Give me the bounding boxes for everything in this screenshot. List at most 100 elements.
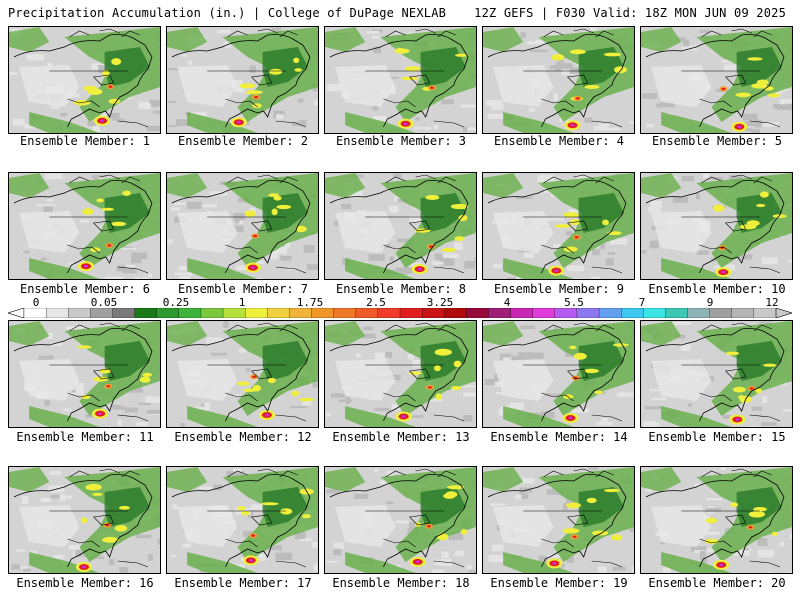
ensemble-member-map-1 <box>8 26 161 134</box>
map-svg <box>641 321 792 427</box>
ensemble-member-map-6 <box>8 172 161 280</box>
map-svg <box>483 321 634 427</box>
colorbar-swatch <box>598 308 622 318</box>
colorbar-swatch <box>267 308 290 318</box>
colorbar-tick-label: 0.05 <box>90 296 118 309</box>
ensemble-member-label: Ensemble Member: 10 <box>648 282 786 296</box>
colorbar-tick-label: 4 <box>503 296 511 309</box>
colorbar-tick-label: 7 <box>638 296 646 309</box>
colorbar-tick-label: 12 <box>765 296 779 309</box>
ensemble-member-map-10 <box>640 172 793 280</box>
map-svg <box>9 173 160 279</box>
colorbar-swatch <box>421 308 445 318</box>
ensemble-member-label: Ensemble Member: 19 <box>490 576 628 590</box>
map-svg <box>167 467 318 573</box>
colorbar-swatch <box>488 308 512 318</box>
map-svg <box>9 27 160 133</box>
colorbar-swatch <box>731 308 755 318</box>
colorbar-swatch <box>576 308 600 318</box>
colorbar-swatch <box>510 308 534 318</box>
colorbar-swatch <box>178 308 202 318</box>
ensemble-member-map-17 <box>166 466 319 574</box>
colorbar-swatch <box>23 308 47 318</box>
ensemble-member-label: Ensemble Member: 13 <box>332 430 470 444</box>
ensemble-member-map-5 <box>640 26 793 134</box>
colorbar-tick-label: 3.25 <box>426 296 454 309</box>
colorbar-min-arrow <box>8 308 25 318</box>
ensemble-member-map-12 <box>166 320 319 428</box>
map-svg <box>641 467 792 573</box>
ensemble-member-map-3 <box>324 26 477 134</box>
colorbar-swatch <box>333 308 357 318</box>
map-svg <box>325 321 476 427</box>
ensemble-member-label: Ensemble Member: 12 <box>174 430 312 444</box>
colorbar-swatch <box>709 308 733 318</box>
colorbar-swatch <box>687 308 711 318</box>
map-svg <box>325 173 476 279</box>
ensemble-member-label: Ensemble Member: 14 <box>490 430 628 444</box>
ensemble-member-label: Ensemble Member: 1 <box>19 134 151 148</box>
ensemble-member-label: Ensemble Member: 16 <box>16 576 154 590</box>
colorbar-swatch <box>222 308 246 318</box>
colorbar-swatch <box>311 308 335 318</box>
colorbar-tick-label: 0 <box>32 296 40 309</box>
run-info: 12Z GEFS | F030 Valid: 18Z MON JUN 09 20… <box>474 6 786 20</box>
ensemble-member-label: Ensemble Member: 15 <box>648 430 786 444</box>
colorbar-tick-label: 2.5 <box>366 296 386 309</box>
colorbar-swatch <box>466 308 489 318</box>
colorbar-swatch <box>289 308 312 318</box>
ensemble-member-map-7 <box>166 172 319 280</box>
colorbar-swatch <box>621 308 644 318</box>
ensemble-member-label: Ensemble Member: 11 <box>16 430 154 444</box>
colorbar-swatch <box>90 308 113 318</box>
ensemble-member-label: Ensemble Member: 18 <box>332 576 470 590</box>
colorbar-swatch <box>68 308 91 318</box>
ensemble-member-map-11 <box>8 320 161 428</box>
colorbar-swatch <box>554 308 578 318</box>
colorbar-swatch <box>753 308 777 318</box>
map-svg <box>325 467 476 573</box>
ensemble-member-label: Ensemble Member: 7 <box>177 282 309 296</box>
map-svg <box>9 321 160 427</box>
ensemble-member-label: Ensemble Member: 20 <box>648 576 786 590</box>
ensemble-member-label: Ensemble Member: 5 <box>651 134 783 148</box>
colorbar-tick-label: 0.25 <box>162 296 190 309</box>
colorbar-swatch <box>399 308 423 318</box>
colorbar-swatch <box>665 308 688 318</box>
colorbar-swatch <box>200 308 224 318</box>
page-title: Precipitation Accumulation (in.) | Colle… <box>8 6 447 20</box>
ensemble-member-label: Ensemble Member: 4 <box>493 134 625 148</box>
ensemble-member-label: Ensemble Member: 9 <box>493 282 625 296</box>
ensemble-member-map-15 <box>640 320 793 428</box>
map-svg <box>167 173 318 279</box>
map-svg <box>167 27 318 133</box>
ensemble-member-map-9 <box>482 172 635 280</box>
colorbar-swatch <box>45 308 69 318</box>
colorbar-swatch <box>377 308 401 318</box>
map-svg <box>641 173 792 279</box>
ensemble-member-map-19 <box>482 466 635 574</box>
map-svg <box>483 467 634 573</box>
colorbar-tick-label: 1 <box>238 296 246 309</box>
ensemble-member-map-13 <box>324 320 477 428</box>
colorbar-swatch <box>643 308 666 318</box>
map-svg <box>167 321 318 427</box>
colorbar-swatch <box>532 308 556 318</box>
ensemble-member-label: Ensemble Member: 8 <box>335 282 467 296</box>
colorbar-tick-label: 1.75 <box>296 296 324 309</box>
colorbar-swatch <box>112 308 136 318</box>
ensemble-member-map-2 <box>166 26 319 134</box>
ensemble-member-map-4 <box>482 26 635 134</box>
ensemble-member-label: Ensemble Member: 2 <box>177 134 309 148</box>
colorbar-tick-label: 9 <box>706 296 714 309</box>
colorbar-swatch <box>355 308 379 318</box>
map-svg <box>9 467 160 573</box>
ensemble-member-label: Ensemble Member: 17 <box>174 576 312 590</box>
ensemble-member-label: Ensemble Member: 6 <box>19 282 151 296</box>
precipitation-colorbar: 0 0.05 0.25 1 1.75 2.5 3.25 4 5.5 7 9 12 <box>8 296 792 320</box>
ensemble-member-map-8 <box>324 172 477 280</box>
colorbar-swatch <box>134 308 158 318</box>
colorbar-strip <box>8 308 792 318</box>
colorbar-tick-label: 5.5 <box>564 296 584 309</box>
ensemble-member-label: Ensemble Member: 3 <box>335 134 467 148</box>
